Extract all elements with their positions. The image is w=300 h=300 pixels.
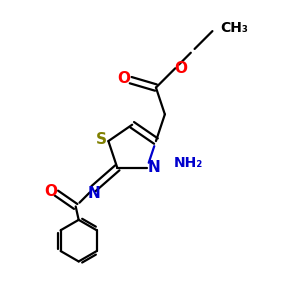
Text: N: N <box>87 187 100 202</box>
Text: S: S <box>95 132 106 147</box>
Text: CH₃: CH₃ <box>221 21 249 35</box>
Text: NH₂: NH₂ <box>174 156 203 170</box>
Text: O: O <box>174 61 187 76</box>
Text: O: O <box>118 71 130 86</box>
Text: O: O <box>44 184 58 199</box>
Text: N: N <box>147 160 160 175</box>
